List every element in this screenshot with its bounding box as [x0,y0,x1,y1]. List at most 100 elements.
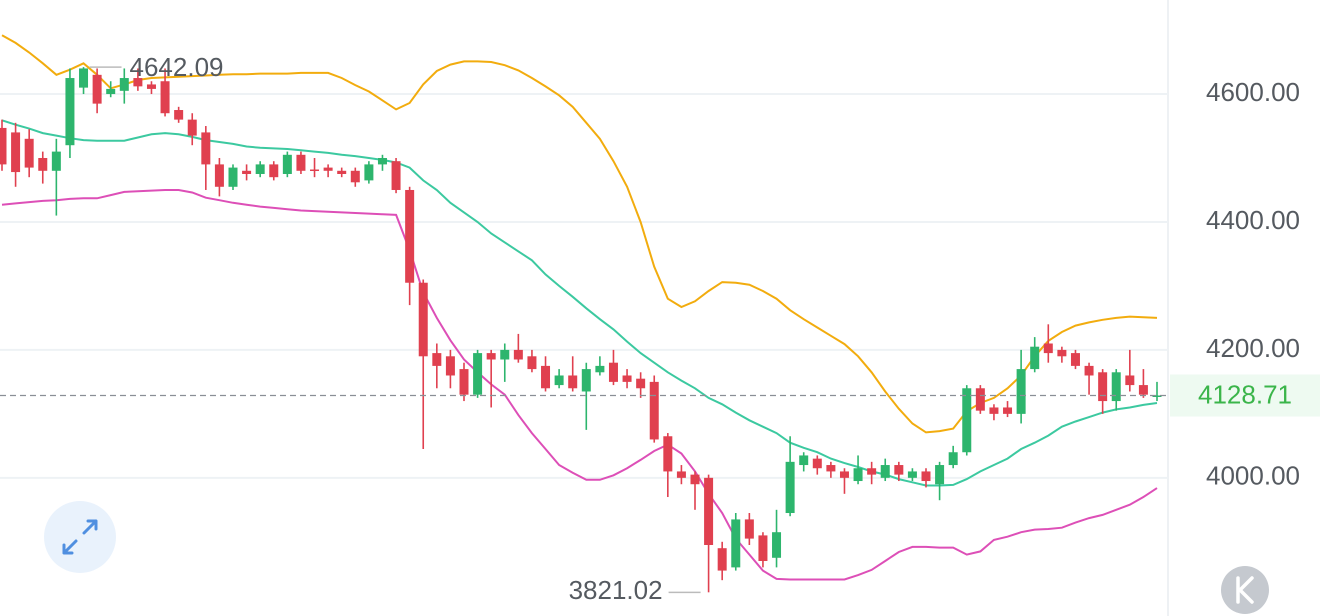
y-tick-label: 4000.00 [1206,461,1300,491]
candle-body [608,362,618,382]
candle-body [568,375,578,389]
candle-body [527,356,537,370]
candle-body [51,151,61,171]
candle-body [228,167,238,187]
k-button[interactable] [1221,566,1269,614]
candle-body [690,474,700,485]
candle-body [1125,375,1135,386]
candle-body [391,161,401,190]
candle-body [622,375,632,382]
candle-body [310,169,320,172]
candle-body [214,164,224,187]
candle-body [432,353,442,366]
candle-body [350,170,360,183]
candle-body [201,132,211,165]
candle-body [935,465,945,485]
candle-body [323,167,333,171]
candle-body [581,369,591,392]
candle-body [133,78,143,87]
candle-body [839,471,849,478]
candle-body [758,535,768,561]
candle-body [459,369,469,395]
candle-body [296,154,306,171]
candle-body [649,381,659,440]
candle-body [79,68,89,88]
candle-body [921,471,931,482]
candle-body [0,127,7,165]
candle-body [146,84,156,89]
max-label: 4642.09 [130,52,224,82]
expand-button[interactable] [44,501,116,573]
candle-body [595,365,605,373]
candle-body [1084,365,1094,376]
candle-body [554,375,564,386]
candles [0,67,1162,593]
candle-body [282,154,292,174]
min-label: 3821.02 [569,575,663,605]
candle-body [500,349,510,360]
candle-body [160,81,170,114]
candle-body [513,349,523,360]
candle-body [731,519,741,568]
candle-body [119,78,129,91]
candle-body [1043,343,1053,354]
candle-body [948,452,958,466]
candle-body [473,353,483,395]
candle-body [418,282,428,357]
candle-body [242,170,252,174]
candle-body [826,465,836,472]
grid [0,93,1168,479]
k-icon [1236,576,1254,604]
y-tick-label: 4400.00 [1206,205,1300,235]
candle-body [907,471,917,478]
last-price-label: 4128.71 [1198,379,1292,409]
y-tick-label: 4200.00 [1206,333,1300,363]
candle-body [636,378,646,389]
expand-icon [62,519,98,555]
candle-body [187,119,197,136]
candle-body [676,471,686,478]
candle-body [812,458,822,469]
candle-body [962,388,972,453]
candle-body [853,468,863,482]
candle-body [1016,369,1026,414]
y-tick-label: 4600.00 [1206,77,1300,107]
candle-body [1138,385,1148,395]
candle-body [1070,353,1080,366]
candle-body [405,189,415,283]
candle-body [989,407,999,414]
candle-body [11,132,21,173]
candle-body [744,519,754,539]
candle-body [38,157,48,171]
candle-body [1152,395,1162,398]
candle-body [894,465,904,475]
candle-body [1003,407,1013,414]
candle-body [1098,372,1108,402]
candle-body [364,164,374,181]
candle-body [106,88,116,95]
candle-body [1057,349,1067,357]
expand-circle[interactable] [44,501,116,573]
candle-body [92,74,102,104]
candle-body [269,164,279,178]
candle-body [337,170,347,174]
candle-body [867,468,877,475]
candle-body [541,365,551,389]
candle-body [772,532,782,558]
candle-body [717,548,727,571]
candle-body [65,78,75,146]
candle-body [785,461,795,514]
candle-body [975,388,985,411]
k-circle[interactable] [1221,566,1269,614]
band-line [1,119,1158,487]
last-price-box [1170,374,1320,417]
candle-body [486,353,496,360]
band-line [1,189,1158,581]
candle-body [704,477,714,545]
candle-body [255,164,265,174]
candle-body [880,465,890,478]
candle-body [445,356,455,376]
candle-body [24,138,34,168]
candle-body [1030,346,1040,370]
